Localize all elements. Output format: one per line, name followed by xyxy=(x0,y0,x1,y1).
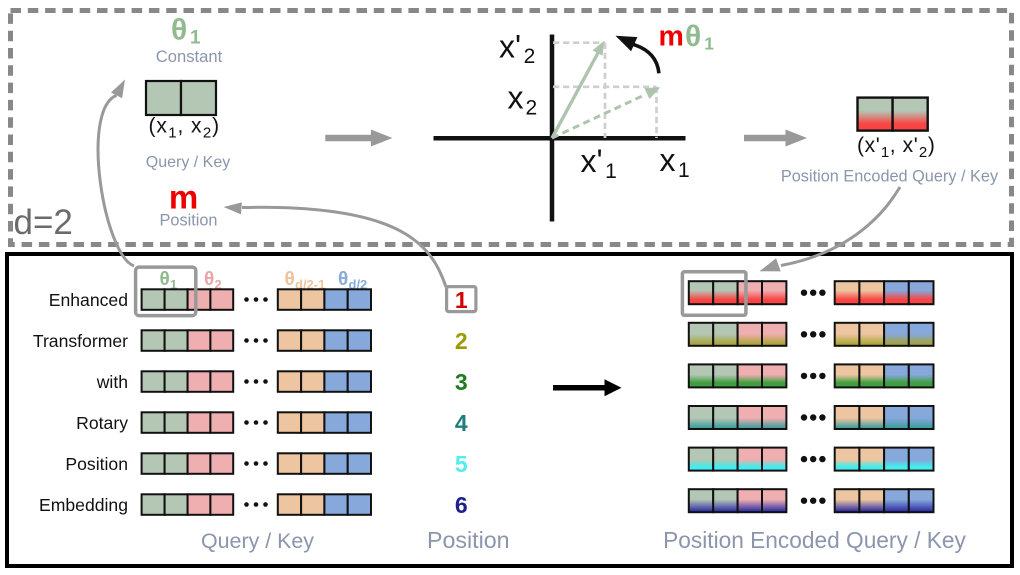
svg-text:θ: θ xyxy=(171,13,187,46)
svg-text:θ: θ xyxy=(204,269,214,290)
svg-text:Query / Key: Query / Key xyxy=(201,529,314,553)
svg-text:Transformer: Transformer xyxy=(33,331,128,351)
svg-text:1: 1 xyxy=(170,277,177,292)
svg-text:4: 4 xyxy=(455,410,468,436)
svg-text:θ: θ xyxy=(685,20,701,53)
svg-text:1: 1 xyxy=(455,287,468,313)
svg-text:Embedding: Embedding xyxy=(39,495,128,515)
svg-text:2: 2 xyxy=(215,277,222,292)
svg-text:Position Encoded Query / Key: Position Encoded Query / Key xyxy=(781,168,999,186)
svg-text:m: m xyxy=(659,20,684,52)
svg-text:1: 1 xyxy=(190,28,201,49)
svg-text:d/2: d/2 xyxy=(349,277,368,292)
svg-text:(x1, x2): (x1, x2) xyxy=(149,115,221,142)
svg-text:6: 6 xyxy=(455,492,468,518)
svg-text:3: 3 xyxy=(455,369,468,395)
svg-text:Enhanced: Enhanced xyxy=(49,290,128,310)
svg-text:Rotary: Rotary xyxy=(76,413,128,433)
svg-text:with: with xyxy=(96,372,128,392)
svg-text:2: 2 xyxy=(455,328,468,354)
svg-text:m: m xyxy=(169,179,198,216)
svg-text:Query / Key: Query / Key xyxy=(146,154,230,171)
svg-text:θ: θ xyxy=(338,269,348,290)
svg-text:Position Encoded Query / Key: Position Encoded Query / Key xyxy=(663,527,966,553)
svg-text:Position: Position xyxy=(427,527,510,553)
svg-text:Position: Position xyxy=(65,454,128,474)
svg-text:Constant: Constant xyxy=(156,47,223,66)
svg-text:θ: θ xyxy=(160,269,170,290)
svg-text:d=2: d=2 xyxy=(14,203,73,242)
svg-text:Position: Position xyxy=(160,212,218,230)
svg-text:1: 1 xyxy=(704,34,714,54)
svg-text:d/2-1: d/2-1 xyxy=(295,277,325,292)
svg-text:5: 5 xyxy=(455,451,468,477)
svg-text:θ: θ xyxy=(285,269,295,290)
